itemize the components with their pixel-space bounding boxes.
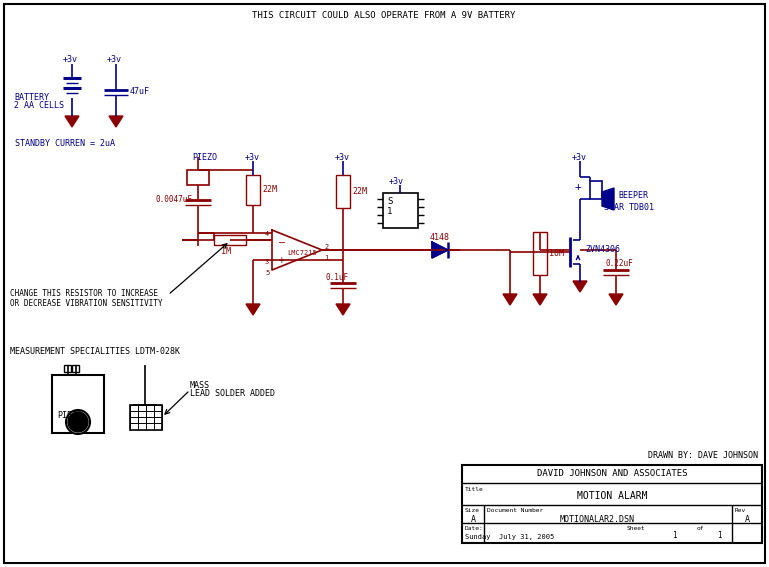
Text: –: –: [279, 237, 285, 247]
Text: 10M: 10M: [549, 248, 564, 257]
Bar: [52, 375, 104, 433]
Text: STANDBY CURREN = 2uA: STANDBY CURREN = 2uA: [15, 138, 115, 147]
Text: 1: 1: [672, 531, 677, 540]
Text: A: A: [471, 515, 475, 524]
Text: of: of: [697, 526, 704, 531]
Polygon shape: [503, 294, 517, 305]
Text: LEAD SOLDER ADDED: LEAD SOLDER ADDED: [190, 390, 275, 399]
Polygon shape: [65, 116, 79, 127]
Text: MOTIONALAR2.DSN: MOTIONALAR2.DSN: [560, 515, 634, 524]
Bar: [246, 175, 260, 205]
Bar: [72, 365, 79, 372]
Text: MEASUREMENT SPECIALITIES LDTM-028K: MEASUREMENT SPECIALITIES LDTM-028K: [10, 348, 180, 357]
Circle shape: [68, 412, 88, 432]
Text: DAVID JOHNSON AND ASSOCIATES: DAVID JOHNSON AND ASSOCIATES: [537, 469, 687, 479]
Text: 0.0047uF: 0.0047uF: [156, 196, 193, 205]
Text: 2: 2: [324, 244, 328, 250]
Text: LMC7215: LMC7215: [287, 250, 317, 256]
Text: BATTERY: BATTERY: [14, 92, 49, 101]
Polygon shape: [602, 188, 614, 210]
Text: 1: 1: [387, 206, 392, 215]
Text: PIEZO: PIEZO: [192, 153, 217, 162]
Text: STAR TDB01: STAR TDB01: [604, 202, 654, 211]
Text: 3: 3: [265, 259, 269, 265]
Text: OR DECREASE VIBRATION SENSITIVITY: OR DECREASE VIBRATION SENSITIVITY: [10, 298, 162, 307]
Polygon shape: [609, 294, 623, 305]
Polygon shape: [246, 304, 260, 315]
Text: 22M: 22M: [352, 188, 367, 197]
Bar: [187, 170, 209, 185]
Text: Rev: Rev: [735, 508, 746, 513]
Text: +3v: +3v: [245, 153, 260, 162]
Bar: [590, 181, 602, 199]
Text: MASS: MASS: [190, 380, 210, 390]
Text: CHANGE THIS RESISTOR TO INCREASE: CHANGE THIS RESISTOR TO INCREASE: [10, 289, 158, 298]
Bar: [130, 405, 162, 430]
Text: +: +: [279, 255, 285, 265]
Text: +: +: [575, 182, 582, 192]
Text: Document Number: Document Number: [487, 508, 543, 513]
Bar: [383, 193, 418, 228]
Text: +3v: +3v: [63, 56, 78, 65]
Text: 5: 5: [265, 270, 269, 276]
Text: +3v: +3v: [107, 56, 122, 65]
Text: 4148: 4148: [430, 234, 450, 243]
Text: 22M: 22M: [262, 185, 277, 194]
Text: Title: Title: [465, 487, 484, 492]
Text: 4: 4: [265, 231, 269, 237]
Bar: [336, 175, 350, 208]
Text: +3v: +3v: [389, 176, 404, 185]
Text: 47uF: 47uF: [130, 87, 150, 95]
Text: 0.1uF: 0.1uF: [325, 273, 348, 281]
Bar: [533, 232, 547, 275]
Bar: [214, 235, 246, 245]
Circle shape: [66, 410, 90, 434]
Text: Date:: Date:: [465, 526, 484, 531]
Text: Sheet: Sheet: [627, 526, 646, 531]
Bar: [64, 365, 71, 372]
Text: A: A: [744, 515, 750, 524]
Polygon shape: [336, 304, 350, 315]
Text: 0.22uF: 0.22uF: [606, 259, 634, 268]
Text: 1: 1: [717, 531, 721, 540]
Polygon shape: [109, 116, 123, 127]
Text: DRAWN BY: DAVE JOHNSON: DRAWN BY: DAVE JOHNSON: [648, 451, 758, 459]
Text: BEEPER: BEEPER: [618, 191, 648, 200]
Text: MOTION ALARM: MOTION ALARM: [577, 491, 647, 501]
Bar: [462, 465, 762, 543]
Text: S: S: [387, 197, 392, 205]
Text: PIEZO: PIEZO: [57, 411, 82, 420]
Polygon shape: [533, 294, 547, 305]
Text: 1: 1: [324, 255, 328, 261]
Text: Sunday  July 31, 2005: Sunday July 31, 2005: [465, 534, 554, 540]
Text: ZVN4306: ZVN4306: [585, 244, 620, 253]
Text: Size: Size: [465, 508, 480, 513]
Text: +3v: +3v: [572, 153, 587, 162]
Text: +3v: +3v: [335, 153, 350, 162]
Text: 2 AA CELLS: 2 AA CELLS: [14, 101, 64, 111]
Text: THIS CIRCUIT COULD ALSO OPERATE FROM A 9V BATTERY: THIS CIRCUIT COULD ALSO OPERATE FROM A 9…: [252, 11, 516, 20]
Polygon shape: [573, 281, 587, 292]
Polygon shape: [432, 242, 448, 258]
Text: 1M: 1M: [221, 248, 231, 256]
